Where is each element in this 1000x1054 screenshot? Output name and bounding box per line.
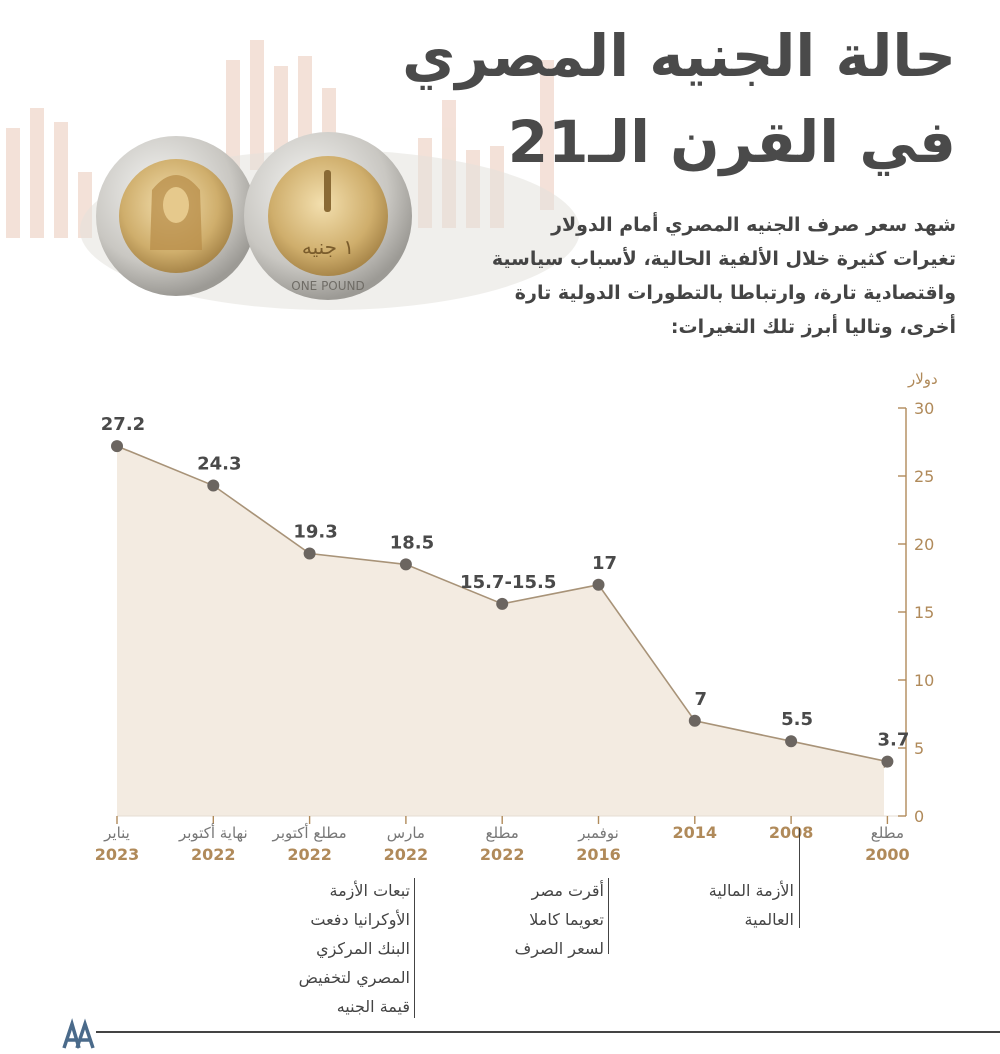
page-title: حالة الجنيه المصري (402, 22, 956, 90)
category-label-7: 2008 (741, 822, 841, 844)
background-bars (6, 40, 554, 238)
data-label: 18.5 (390, 532, 434, 553)
agency-logo: AA (62, 1018, 95, 1049)
category-label-6: 2014 (645, 822, 745, 844)
note-line: تبعات الأزمة (329, 881, 410, 900)
y-tick-label: 0 (914, 807, 924, 826)
y-tick-label: 5 (914, 739, 924, 758)
data-point (207, 479, 220, 492)
y-tick-label: 10 (914, 671, 934, 690)
category-label-3: مارس 2022 (356, 822, 456, 866)
y-axis-label: دولار (908, 370, 938, 388)
category-month: مطلع (485, 824, 519, 842)
note-bracket-2008 (799, 828, 800, 928)
category-month: مطلع (870, 824, 905, 842)
note-line: لسعر الصرف (514, 939, 604, 958)
page-subtitle: في القرن الـ21 (507, 108, 956, 176)
category-label-5: نوفمبر 2016 (549, 822, 649, 866)
category-label-1: نهاية أكتوبر 2022 (163, 822, 263, 866)
data-point (496, 597, 509, 610)
data-point (111, 440, 123, 453)
note-line: الأزمة المالية (708, 881, 794, 900)
category-label-0: يناير 2023 (67, 822, 167, 866)
data-point (881, 755, 894, 768)
data-point (592, 578, 605, 591)
series-line (116, 445, 889, 768)
tutankhamun-coin (96, 136, 256, 296)
data-label: 7 (695, 689, 708, 710)
coin-arabic-text: ١ جنيه (302, 235, 354, 259)
note-line: الأوكرانيا دفعت (310, 910, 410, 929)
note-march-2022: تبعات الأزمة الأوكرانيا دفعت البنك المرك… (250, 876, 410, 1021)
note-line: تعويما كاملا (529, 910, 604, 929)
category-year: 2023 (94, 845, 140, 864)
category-year: 2000 (865, 845, 910, 864)
data-label: 27.2 (101, 414, 145, 435)
category-month: يناير (104, 824, 130, 842)
category-year: 2022 (479, 845, 525, 864)
header-illustration: ١ جنيه ONE POUND (6, 40, 580, 310)
intro-text: شهد سعر صرف الجنيه المصري أمام الدولار ت… (491, 214, 956, 338)
category-label-2: مطلع أكتوبر 2022 (260, 822, 360, 866)
category-month: مارس (386, 824, 425, 842)
category-year: 2022 (383, 845, 429, 864)
area-fill (117, 446, 888, 816)
note-line: أقرت مصر (531, 881, 604, 900)
note-line: المصري لتخفيض (298, 968, 410, 987)
note-bracket-march-2022 (414, 878, 415, 1018)
coin-english-text: ONE POUND (291, 279, 365, 293)
y-tick-label: 20 (914, 535, 934, 554)
category-label-8: مطلع 2000 (837, 822, 937, 866)
data-label: 24.3 (197, 454, 241, 475)
note-nov-2016: أقرت مصر تعويما كاملا لسعر الصرف (460, 876, 604, 963)
data-point (688, 714, 701, 727)
note-line: البنك المركزي (316, 939, 410, 958)
category-year: 2022 (191, 845, 236, 864)
category-year: 2022 (287, 845, 332, 864)
y-tick-label: 25 (914, 467, 934, 486)
category-label-4: مطلع 2022 (452, 822, 552, 866)
data-point (399, 558, 412, 571)
note-line: العالمية (744, 910, 794, 929)
one-pound-coin: ١ جنيه ONE POUND (244, 132, 412, 300)
data-point (303, 547, 316, 560)
data-label: 19.3 (293, 522, 337, 543)
data-label: 3.7 (877, 730, 909, 751)
data-label: 15.7-15.5 (460, 572, 556, 593)
category-year: 2008 (768, 823, 814, 842)
footer-divider (96, 1031, 1000, 1033)
y-tick-label: 15 (914, 603, 934, 622)
data-point (785, 735, 798, 748)
note-2008: الأزمة المالية العالمية (650, 876, 794, 934)
category-month: نوفمبر (578, 824, 619, 842)
category-month: مطلع أكتوبر (272, 824, 347, 842)
category-month: نهاية أكتوبر (178, 824, 248, 842)
category-year: 2014 (672, 823, 718, 842)
note-bracket-nov-2016 (608, 878, 609, 954)
y-tick-label: 30 (914, 399, 934, 418)
category-year: 2016 (576, 845, 621, 864)
data-label: 5.5 (781, 709, 813, 730)
note-line: قيمة الجنيه (336, 997, 410, 1016)
data-label: 17 (592, 553, 617, 574)
